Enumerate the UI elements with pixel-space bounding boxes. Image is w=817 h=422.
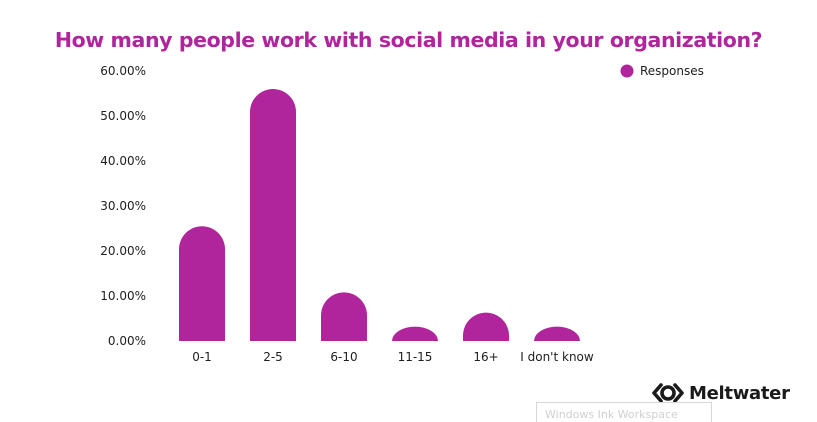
legend: Responses: [620, 64, 704, 78]
x-tick-label-2-5: 2-5: [263, 350, 283, 364]
bar-0-1: [179, 226, 225, 341]
y-tick-label: 20.00%: [100, 244, 146, 258]
bar-6-10: [321, 292, 367, 341]
y-axis: 0.00% 10.00% 20.00% 30.00% 40.00% 50.00% 60.00…: [100, 64, 146, 348]
y-tick-label: 0.00%: [108, 334, 146, 348]
y-tick-label: 60.00%: [100, 64, 146, 78]
y-tick-label: 50.00%: [100, 109, 146, 123]
y-tick-label: 40.00%: [100, 154, 146, 168]
legend-label: Responses: [640, 64, 704, 78]
meltwater-logo: Meltwater: [651, 380, 790, 406]
legend-marker: [620, 64, 634, 78]
bar-16: [463, 312, 509, 341]
bars: [179, 89, 580, 341]
x-tick-label-16: 16+: [473, 350, 498, 364]
ink-workspace-label: Windows Ink Workspace: [545, 408, 678, 421]
bar-2-5: [250, 89, 296, 341]
bar-i-don-t-know: [534, 326, 580, 341]
y-tick-label: 30.00%: [100, 199, 146, 213]
bar-11-15: [392, 326, 438, 341]
x-tick-label-6-10: 6-10: [330, 350, 357, 364]
chart-title: How many people work with social media i…: [54, 28, 763, 52]
x-tick-label-11-15: 11-15: [398, 350, 433, 364]
x-axis: 0-1 2-5 6-10 11-15 16+ I don't know: [192, 350, 594, 364]
y-tick-label: 10.00%: [100, 289, 146, 303]
meltwater-logo-icon: [652, 383, 684, 403]
windows-ink-workspace-button[interactable]: Windows Ink Workspace: [536, 402, 712, 422]
logo-text: Meltwater: [689, 382, 790, 404]
x-tick-label-0-1: 0-1: [192, 350, 212, 364]
x-tick-label-i-don-t-know: I don't know: [520, 350, 594, 364]
